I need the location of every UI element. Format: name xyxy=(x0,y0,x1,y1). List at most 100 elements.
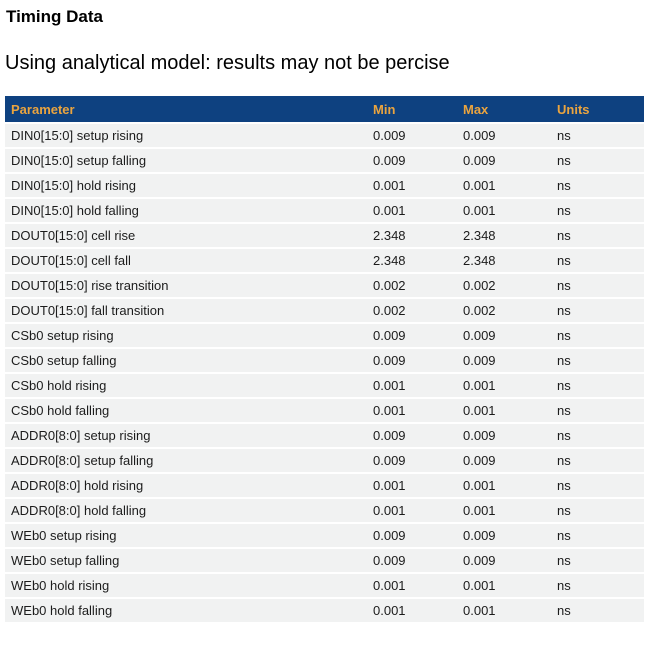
cell-units: ns xyxy=(551,498,644,524)
cell-max: 0.009 xyxy=(457,523,551,549)
cell-min: 0.001 xyxy=(367,198,457,224)
cell-units: ns xyxy=(551,473,644,499)
cell-units: ns xyxy=(551,223,644,249)
cell-units: ns xyxy=(551,248,644,274)
cell-max: 0.002 xyxy=(457,298,551,324)
timing-table-body: DIN0[15:0] setup rising 0.009 0.009 ns DIN0[… xyxy=(5,123,644,624)
table-row: ADDR0[8:0] hold falling 0.001 0.001 ns xyxy=(5,498,644,524)
col-header-parameter: Parameter xyxy=(5,96,367,124)
cell-parameter: DIN0[15:0] setup falling xyxy=(5,148,367,174)
cell-min: 0.001 xyxy=(367,498,457,524)
cell-max: 0.009 xyxy=(457,548,551,574)
page-title: Timing Data xyxy=(6,7,103,26)
cell-max: 0.001 xyxy=(457,173,551,199)
cell-units: ns xyxy=(551,123,644,149)
cell-min: 0.001 xyxy=(367,398,457,424)
cell-max: 0.001 xyxy=(457,598,551,624)
cell-max: 0.009 xyxy=(457,348,551,374)
cell-min: 0.001 xyxy=(367,473,457,499)
cell-parameter: ADDR0[8:0] setup falling xyxy=(5,448,367,474)
cell-parameter: CSb0 setup rising xyxy=(5,323,367,349)
table-row: ADDR0[8:0] setup falling 0.009 0.009 ns xyxy=(5,448,644,474)
cell-units: ns xyxy=(551,148,644,174)
table-row: CSb0 hold rising 0.001 0.001 ns xyxy=(5,373,644,399)
cell-max: 0.009 xyxy=(457,423,551,449)
cell-min: 0.001 xyxy=(367,598,457,624)
cell-max: 0.009 xyxy=(457,123,551,149)
cell-max: 0.001 xyxy=(457,473,551,499)
cell-parameter: ADDR0[8:0] setup rising xyxy=(5,423,367,449)
cell-units: ns xyxy=(551,598,644,624)
cell-max: 0.009 xyxy=(457,448,551,474)
cell-units: ns xyxy=(551,348,644,374)
cell-min: 0.009 xyxy=(367,423,457,449)
table-row: DOUT0[15:0] fall transition 0.002 0.002 ns xyxy=(5,298,644,324)
cell-min: 0.009 xyxy=(367,348,457,374)
cell-min: 0.009 xyxy=(367,148,457,174)
table-header-row: Parameter Min Max Units xyxy=(5,96,644,124)
cell-max: 0.001 xyxy=(457,198,551,224)
cell-max: 0.001 xyxy=(457,573,551,599)
cell-parameter: CSb0 hold rising xyxy=(5,373,367,399)
cell-parameter: WEb0 setup falling xyxy=(5,548,367,574)
cell-min: 0.009 xyxy=(367,548,457,574)
cell-min: 0.009 xyxy=(367,323,457,349)
cell-units: ns xyxy=(551,523,644,549)
cell-parameter: CSb0 setup falling xyxy=(5,348,367,374)
cell-units: ns xyxy=(551,298,644,324)
table-row: DIN0[15:0] setup rising 0.009 0.009 ns xyxy=(5,123,644,149)
cell-max: 0.009 xyxy=(457,323,551,349)
cell-units: ns xyxy=(551,173,644,199)
cell-max: 0.001 xyxy=(457,498,551,524)
cell-min: 0.001 xyxy=(367,373,457,399)
cell-max: 0.009 xyxy=(457,148,551,174)
cell-units: ns xyxy=(551,448,644,474)
cell-parameter: DOUT0[15:0] fall transition xyxy=(5,298,367,324)
table-row: DOUT0[15:0] cell rise 2.348 2.348 ns xyxy=(5,223,644,249)
cell-units: ns xyxy=(551,423,644,449)
cell-parameter: WEb0 hold falling xyxy=(5,598,367,624)
col-header-min: Min xyxy=(367,96,457,124)
table-row: DOUT0[15:0] cell fall 2.348 2.348 ns xyxy=(5,248,644,274)
table-row: DIN0[15:0] setup falling 0.009 0.009 ns xyxy=(5,148,644,174)
cell-units: ns xyxy=(551,323,644,349)
cell-min: 0.002 xyxy=(367,298,457,324)
table-row: ADDR0[8:0] setup rising 0.009 0.009 ns xyxy=(5,423,644,449)
cell-max: 0.001 xyxy=(457,398,551,424)
cell-parameter: DOUT0[15:0] cell fall xyxy=(5,248,367,274)
cell-parameter: ADDR0[8:0] hold rising xyxy=(5,473,367,499)
cell-max: 2.348 xyxy=(457,248,551,274)
cell-min: 2.348 xyxy=(367,248,457,274)
cell-parameter: CSb0 hold falling xyxy=(5,398,367,424)
cell-min: 2.348 xyxy=(367,223,457,249)
cell-parameter: DIN0[15:0] setup rising xyxy=(5,123,367,149)
table-row: DIN0[15:0] hold falling 0.001 0.001 ns xyxy=(5,198,644,224)
table-row: WEb0 setup falling 0.009 0.009 ns xyxy=(5,548,644,574)
cell-min: 0.009 xyxy=(367,448,457,474)
cell-units: ns xyxy=(551,548,644,574)
cell-units: ns xyxy=(551,198,644,224)
page-subtitle: Using analytical model: results may not … xyxy=(5,52,450,74)
cell-units: ns xyxy=(551,398,644,424)
cell-parameter: ADDR0[8:0] hold falling xyxy=(5,498,367,524)
table-row: DOUT0[15:0] rise transition 0.002 0.002 ns xyxy=(5,273,644,299)
timing-data-table: Parameter Min Max Units DIN0[15:0] setup… xyxy=(5,96,644,624)
table-row: WEb0 setup rising 0.009 0.009 ns xyxy=(5,523,644,549)
cell-parameter: DIN0[15:0] hold rising xyxy=(5,173,367,199)
cell-units: ns xyxy=(551,373,644,399)
cell-min: 0.002 xyxy=(367,273,457,299)
table-row: CSb0 hold falling 0.001 0.001 ns xyxy=(5,398,644,424)
cell-parameter: DIN0[15:0] hold falling xyxy=(5,198,367,224)
table-row: WEb0 hold rising 0.001 0.001 ns xyxy=(5,573,644,599)
col-header-units: Units xyxy=(551,96,644,124)
cell-max: 2.348 xyxy=(457,223,551,249)
cell-parameter: WEb0 setup rising xyxy=(5,523,367,549)
col-header-max: Max xyxy=(457,96,551,124)
cell-parameter: WEb0 hold rising xyxy=(5,573,367,599)
table-row: DIN0[15:0] hold rising 0.001 0.001 ns xyxy=(5,173,644,199)
cell-min: 0.009 xyxy=(367,123,457,149)
cell-min: 0.009 xyxy=(367,523,457,549)
cell-min: 0.001 xyxy=(367,173,457,199)
table-row: WEb0 hold falling 0.001 0.001 ns xyxy=(5,598,644,624)
cell-units: ns xyxy=(551,273,644,299)
